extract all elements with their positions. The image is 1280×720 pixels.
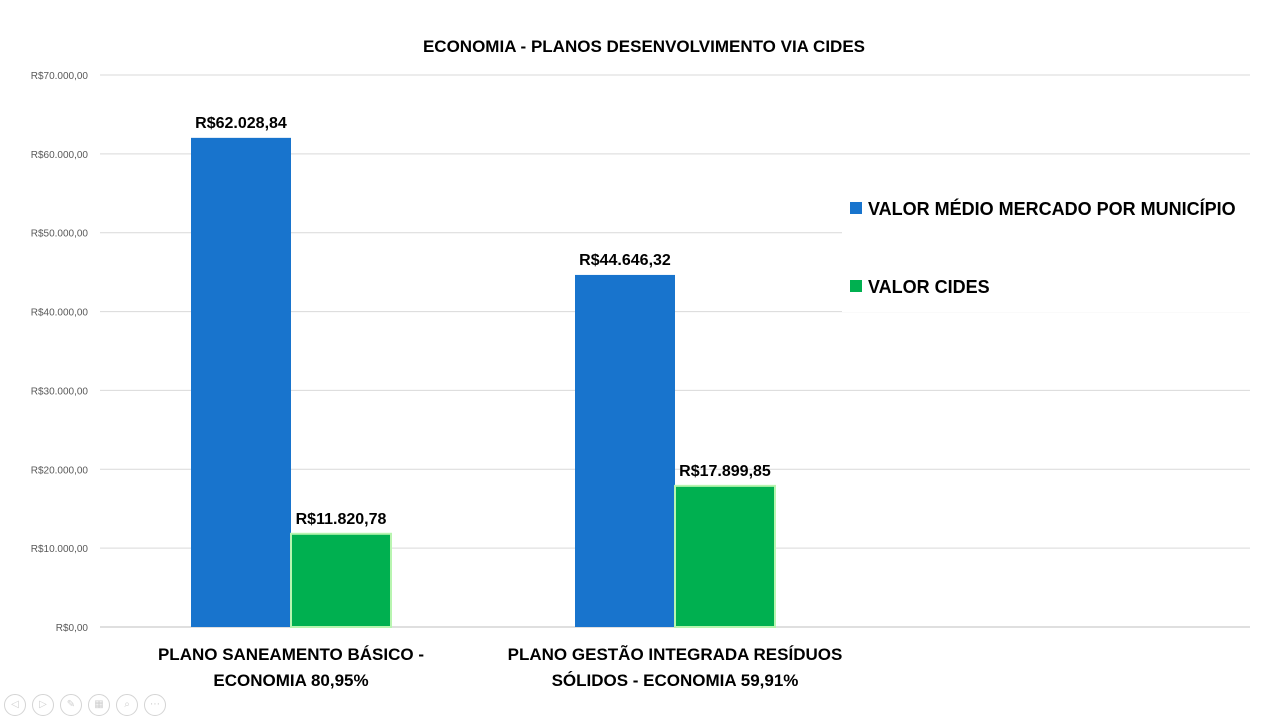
y-tick-label: R$20.000,00 <box>31 465 89 476</box>
slideshow-toolbar: ◁ ▷ ✎ ▦ ⌕ ⋯ <box>4 694 166 716</box>
pen-icon: ✎ <box>66 699 76 710</box>
y-tick-label: R$30.000,00 <box>31 386 89 397</box>
legend: VALOR MÉDIO MERCADO POR MUNICÍPIO VALOR C… <box>842 176 1250 312</box>
bar-cides-value-2 <box>674 484 776 628</box>
grid-icon: ▦ <box>94 699 104 710</box>
legend-entry: VALOR CIDES <box>868 277 990 297</box>
more-options-button[interactable]: ⋯ <box>144 694 166 716</box>
y-tick-label: R$0,00 <box>56 623 89 634</box>
legend-background <box>842 176 1250 312</box>
slides-overview-button[interactable]: ▦ <box>88 694 110 716</box>
category-label: PLANO GESTÃO INTEGRADA RESÍDUOS SÓLIDOS -… <box>508 644 843 690</box>
legend-swatch <box>850 202 862 214</box>
data-labels: R$62.028,84 R$44.646,32 R$11.820,78 R$17.89… <box>195 115 771 528</box>
legend-swatch <box>850 280 862 292</box>
y-axis-ticks: R$0,00 R$10.000,00 R$20.000,00 R$30.000,00 R… <box>31 71 89 634</box>
bar-cides-value-1 <box>290 532 392 629</box>
previous-icon: ◁ <box>11 699 19 710</box>
pen-tool-button[interactable]: ✎ <box>60 694 82 716</box>
bars <box>191 137 776 629</box>
legend-entry: VALOR MÉDIO MERCADO POR MUNICÍPIO <box>868 198 1236 219</box>
previous-slide-button[interactable]: ◁ <box>4 694 26 716</box>
data-label: R$17.899,85 <box>679 463 771 480</box>
data-label: R$44.646,32 <box>579 252 671 269</box>
y-tick-label: R$60.000,00 <box>31 150 89 161</box>
next-icon: ▷ <box>39 699 47 710</box>
ellipsis-icon: ⋯ <box>150 699 160 710</box>
data-label: R$11.820,78 <box>296 511 387 528</box>
y-tick-label: R$10.000,00 <box>31 544 89 555</box>
data-label: R$62.028,84 <box>195 115 287 132</box>
category-labels: PLANO SANEAMENTO BÁSICO -ECONOMIA 80,95%… <box>158 644 842 690</box>
bar-market-value-2 <box>575 274 675 627</box>
category-label: PLANO SANEAMENTO BÁSICO -ECONOMIA 80,95% <box>158 645 424 690</box>
y-tick-label: R$40.000,00 <box>31 308 89 319</box>
y-tick-label: R$50.000,00 <box>31 229 89 240</box>
zoom-button[interactable]: ⌕ <box>116 694 138 716</box>
y-tick-label: R$70.000,00 <box>31 71 89 82</box>
next-slide-button[interactable]: ▷ <box>32 694 54 716</box>
magnifier-icon: ⌕ <box>124 699 130 710</box>
bar-market-value-1 <box>191 137 291 628</box>
chart-title: ECONOMIA - PLANOS DESENVOLVIMENTO VIA CI… <box>423 37 865 56</box>
